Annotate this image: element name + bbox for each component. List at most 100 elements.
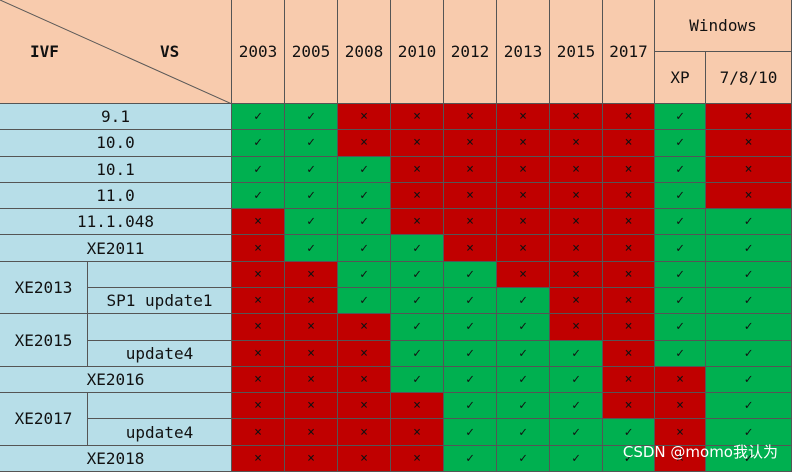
- status-cell: ✓: [285, 104, 338, 131]
- status-cell: ×: [497, 104, 550, 131]
- status-cell: ×: [550, 288, 603, 315]
- column-header: 2017: [603, 0, 655, 104]
- status-cell: ✓: [655, 261, 706, 288]
- status-cell: ×: [338, 104, 391, 131]
- status-cell: ×: [550, 130, 603, 157]
- corner-left: IVF: [30, 42, 59, 61]
- status-cell: ✓: [603, 445, 655, 472]
- column-header: 2003: [232, 0, 285, 104]
- status-cell: ×: [444, 209, 497, 236]
- status-cell: ×: [232, 340, 285, 367]
- row-group-label: XE2015: [0, 314, 88, 367]
- status-cell: ×: [285, 366, 338, 394]
- status-cell: ×: [603, 393, 655, 420]
- status-cell: ✓: [338, 235, 391, 262]
- status-cell: ×: [444, 130, 497, 157]
- status-cell: ✓: [232, 104, 285, 131]
- column-header: 2015: [550, 0, 603, 104]
- row-label: 9.1: [0, 104, 232, 131]
- status-cell: ×: [338, 445, 391, 472]
- status-cell: ×: [391, 445, 444, 472]
- status-cell: ✓: [338, 261, 391, 288]
- row-sublabel: update4: [88, 419, 232, 446]
- status-cell: ✓: [706, 366, 792, 394]
- status-cell: ×: [232, 366, 285, 394]
- status-cell: ×: [550, 314, 603, 341]
- status-cell: ×: [603, 235, 655, 262]
- status-cell: ✓: [655, 235, 706, 262]
- status-cell: ×: [706, 130, 792, 157]
- status-cell: ×: [550, 182, 603, 210]
- status-cell: ×: [232, 261, 285, 288]
- status-cell: ✓: [550, 419, 603, 446]
- status-cell: ✓: [655, 340, 706, 367]
- status-cell: ✓: [444, 366, 497, 394]
- column-header: 2008: [338, 0, 391, 104]
- status-cell: ×: [285, 340, 338, 367]
- status-cell: ✓: [655, 130, 706, 157]
- status-cell: ×: [232, 445, 285, 472]
- status-cell: ✓: [338, 288, 391, 315]
- status-cell: ×: [706, 104, 792, 131]
- status-cell: ✓: [497, 366, 550, 394]
- status-cell: ✓: [655, 209, 706, 236]
- status-cell: ×: [603, 130, 655, 157]
- status-cell: ✓: [706, 445, 792, 472]
- status-cell: ×: [444, 156, 497, 183]
- status-cell: ✓: [497, 445, 550, 472]
- status-cell: ×: [232, 235, 285, 262]
- status-cell: ✓: [655, 314, 706, 341]
- status-cell: ×: [603, 366, 655, 394]
- status-cell: ✓: [444, 445, 497, 472]
- status-cell: ×: [603, 182, 655, 210]
- status-cell: ×: [285, 419, 338, 446]
- status-cell: ✓: [391, 288, 444, 315]
- column-header: 2005: [285, 0, 338, 104]
- status-cell: ×: [285, 261, 338, 288]
- status-cell: ✓: [232, 130, 285, 157]
- status-cell: ✓: [550, 445, 603, 472]
- status-cell: ×: [603, 261, 655, 288]
- status-cell: ×: [655, 393, 706, 420]
- column-header: 7/8/10: [706, 52, 792, 104]
- status-cell: ×: [285, 314, 338, 341]
- column-header: 2010: [391, 0, 444, 104]
- status-cell: ×: [497, 156, 550, 183]
- status-cell: ×: [603, 288, 655, 315]
- status-cell: ✓: [444, 288, 497, 315]
- status-cell: ✓: [338, 156, 391, 183]
- status-cell: ×: [603, 314, 655, 341]
- row-group-label: XE2013: [0, 261, 88, 315]
- status-cell: ✓: [706, 209, 792, 236]
- row-label: XE2011: [0, 235, 232, 262]
- status-cell: ×: [338, 419, 391, 446]
- status-cell: ×: [550, 209, 603, 236]
- row-label: 10.0: [0, 130, 232, 157]
- status-cell: ×: [655, 445, 706, 472]
- status-cell: ×: [391, 156, 444, 183]
- status-cell: ×: [232, 393, 285, 420]
- status-cell: ×: [391, 182, 444, 210]
- status-cell: ✓: [444, 393, 497, 420]
- status-cell: ×: [444, 104, 497, 131]
- status-cell: ×: [338, 366, 391, 394]
- status-cell: ✓: [655, 156, 706, 183]
- status-cell: ×: [497, 209, 550, 236]
- status-cell: ✓: [232, 156, 285, 183]
- status-cell: ×: [603, 104, 655, 131]
- status-cell: ×: [285, 393, 338, 420]
- status-cell: ×: [497, 235, 550, 262]
- row-sublabel: [88, 314, 232, 341]
- status-cell: ✓: [444, 419, 497, 446]
- column-header: 2012: [444, 0, 497, 104]
- status-cell: ×: [603, 209, 655, 236]
- status-cell: ✓: [655, 182, 706, 210]
- status-cell: ×: [603, 340, 655, 367]
- row-sublabel: update4: [88, 340, 232, 367]
- row-label: 10.1: [0, 156, 232, 183]
- status-cell: ✓: [655, 288, 706, 315]
- status-cell: ×: [391, 130, 444, 157]
- column-header: XP: [655, 52, 706, 104]
- status-cell: ×: [285, 445, 338, 472]
